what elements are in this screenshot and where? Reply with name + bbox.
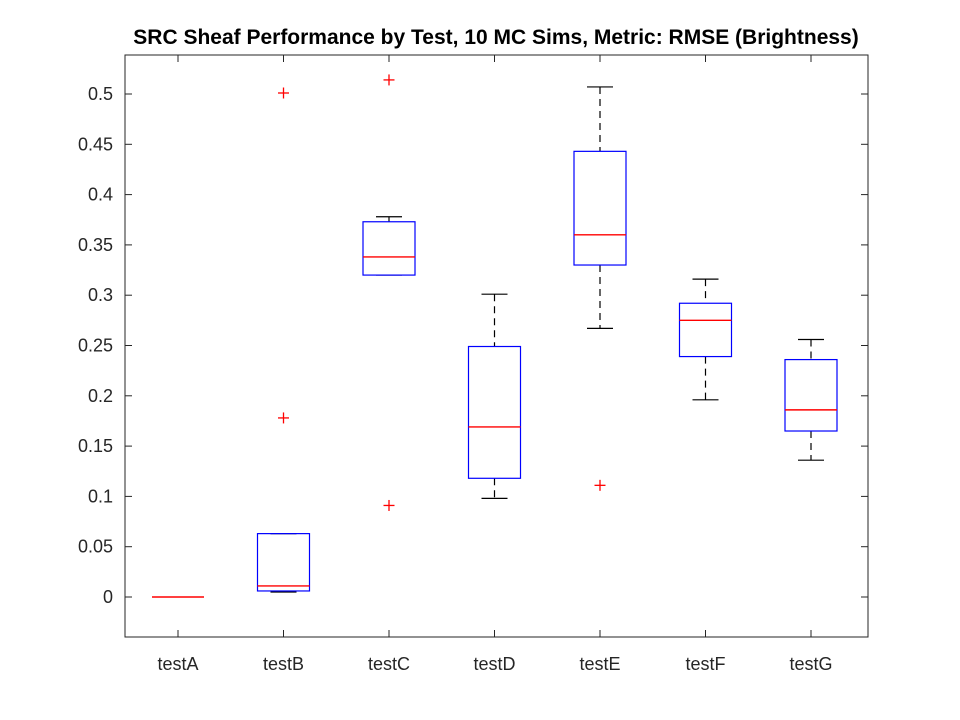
box-testB	[256, 87, 311, 593]
outlier-marker	[383, 499, 395, 511]
x-tick-label: testE	[579, 654, 620, 674]
y-tick-label: 0.25	[78, 336, 113, 356]
outlier-marker	[278, 412, 289, 424]
y-tick-label: 0	[103, 587, 113, 607]
box-iqr	[467, 345, 522, 479]
box-iqr	[784, 358, 838, 432]
y-tick-label: 0.4	[88, 185, 113, 205]
x-tick-label: testG	[789, 654, 832, 674]
x-tick-label: testD	[473, 654, 515, 674]
outlier-marker	[278, 87, 289, 99]
y-tick-label: 0.5	[88, 84, 113, 104]
y-tick-label: 0.45	[78, 134, 113, 154]
box-testE	[573, 86, 627, 491]
y-tick-label: 0.15	[78, 436, 113, 456]
box-testF	[678, 278, 733, 401]
box-testD	[467, 293, 522, 500]
x-tick-label: testA	[157, 654, 198, 674]
outlier-marker	[383, 74, 395, 86]
y-axis: 0 0.05 0.1 0.15 0.2 0.25 0.3 0.35 0.4 0.45 0.5	[78, 84, 868, 607]
box-testG	[784, 338, 838, 461]
x-tick-label: testF	[685, 654, 725, 674]
box-iqr	[362, 221, 416, 276]
box-series	[152, 74, 838, 598]
y-tick-label: 0.35	[78, 235, 113, 255]
box-iqr	[256, 533, 311, 592]
y-tick-label: 0.1	[88, 486, 113, 506]
y-tick-label: 0.2	[88, 386, 113, 406]
chart-title: SRC Sheaf Performance by Test, 10 MC Sim…	[133, 26, 858, 49]
x-tick-label: testC	[368, 654, 410, 674]
outlier-marker	[594, 479, 606, 491]
box-iqr	[573, 150, 627, 266]
x-axis: testA testB testC testD testE testF testG	[157, 55, 833, 674]
x-tick-label: testB	[263, 654, 304, 674]
box-testC	[362, 74, 416, 511]
y-tick-label: 0.05	[78, 537, 113, 557]
box-iqr	[678, 302, 733, 358]
y-tick-label: 0.3	[88, 285, 113, 305]
